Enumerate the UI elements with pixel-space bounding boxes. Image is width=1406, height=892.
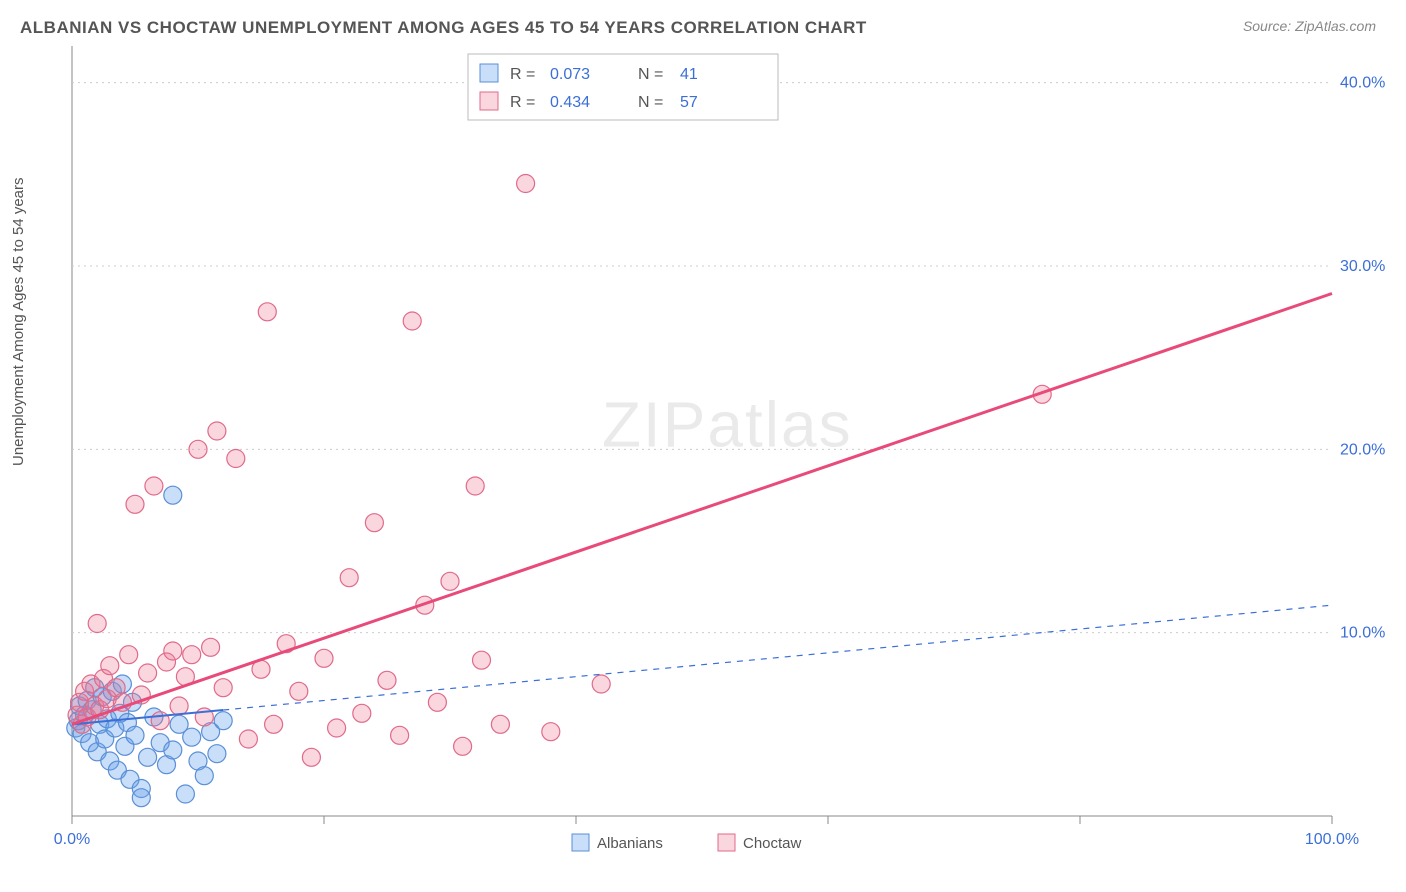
scatter-point [126,726,144,744]
scatter-point [164,486,182,504]
x-tick-label: 0.0% [54,831,90,848]
legend-n-label: N = [638,66,663,83]
scatter-point [441,572,459,590]
scatter-point [208,745,226,763]
scatter-point [239,730,257,748]
trend-line-dashed [223,605,1332,710]
scatter-point [473,651,491,669]
scatter-point [454,737,472,755]
scatter-point [290,682,308,700]
scatter-point [183,646,201,664]
legend-r-label: R = [510,66,535,83]
legend-swatch [718,834,735,851]
scatter-point [353,704,371,722]
y-axis-label: Unemployment Among Ages 45 to 54 years [10,177,27,466]
scatter-point [428,693,446,711]
scatter-point [151,712,169,730]
scatter-point [517,175,535,193]
scatter-point [164,642,182,660]
scatter-point [328,719,346,737]
scatter-point [365,514,383,532]
x-tick-label: 100.0% [1305,831,1359,848]
y-tick-label: 20.0% [1340,441,1385,458]
scatter-point [315,649,333,667]
scatter-point [132,789,150,807]
legend-r-label: R = [510,94,535,111]
scatter-point [491,715,509,733]
y-tick-label: 40.0% [1340,75,1385,92]
scatter-point [214,679,232,697]
correlation-scatter-chart: 10.0% 20.0% 30.0% 40.0% 0.0% 100.0% ZIPatlas R … [20,46,1386,876]
legend-n-value: 41 [680,66,698,83]
scatter-point [202,638,220,656]
legend-n-value: 57 [680,94,698,111]
legend-swatch [480,92,498,110]
watermark: ZIPatlas [602,388,853,460]
scatter-point [189,440,207,458]
legend-swatch [572,834,589,851]
scatter-point [258,303,276,321]
chart-title: ALBANIAN VS CHOCTAW UNEMPLOYMENT AMONG A… [20,18,867,38]
scatter-point [265,715,283,733]
scatter-point [101,657,119,675]
scatter-point [542,723,560,741]
scatter-point [466,477,484,495]
scatter-point [176,785,194,803]
legend-r-value: 0.073 [550,66,590,83]
scatter-point [340,569,358,587]
legend-n-label: N = [638,94,663,111]
scatter-point [208,422,226,440]
legend-series-label: Albanians [597,835,663,852]
scatter-point [170,697,188,715]
legend-swatch [480,64,498,82]
scatter-point [227,450,245,468]
scatter-point [164,741,182,759]
y-tick-label: 10.0% [1340,625,1385,642]
trend-line [72,294,1332,725]
scatter-point [120,646,138,664]
scatter-point [145,477,163,495]
y-tick-label: 30.0% [1340,258,1385,275]
legend-r-value: 0.434 [550,94,590,111]
scatter-point [139,664,157,682]
scatter-point [126,495,144,513]
scatter-point [195,767,213,785]
scatter-point [183,728,201,746]
scatter-point [403,312,421,330]
scatter-point [391,726,409,744]
scatter-point [214,712,232,730]
scatter-point [302,748,320,766]
scatter-point [592,675,610,693]
legend-series-label: Choctaw [743,835,802,852]
scatter-point [88,615,106,633]
scatter-point [378,671,396,689]
scatter-point [139,748,157,766]
source-label: Source: ZipAtlas.com [1243,18,1376,34]
